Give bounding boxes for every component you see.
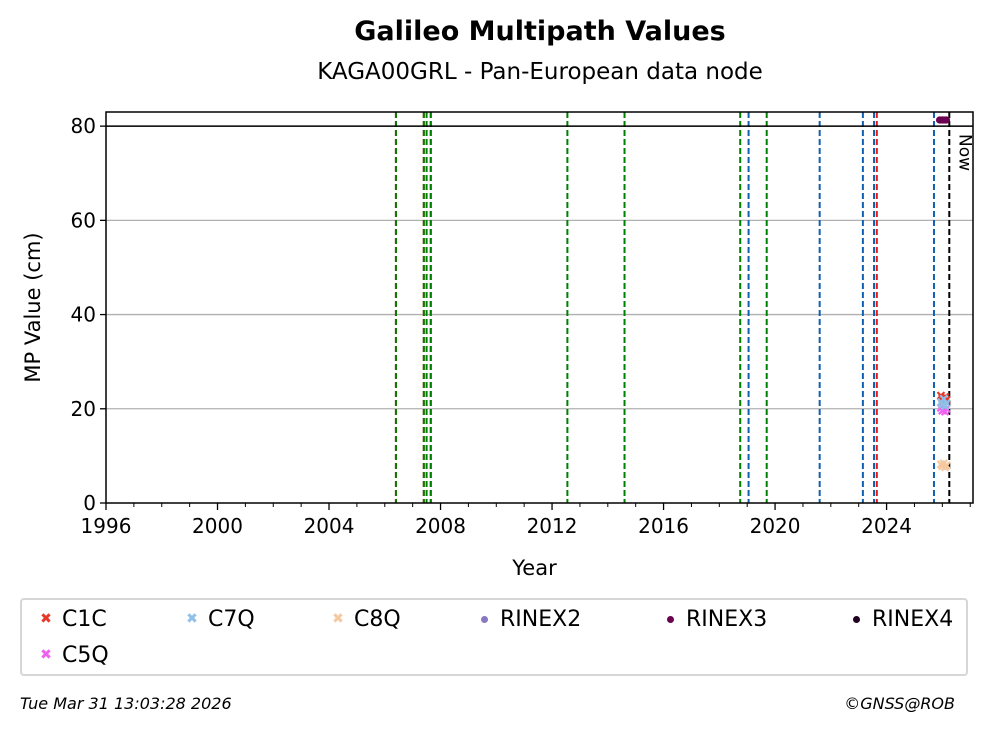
legend: ✖ C1C ✖ C7Q ✖ C8Q RINEX2 RINEX3 RINEX4 ✖…: [20, 598, 968, 676]
now-label: Now: [954, 134, 974, 171]
x-tick-label-2012: 2012: [527, 514, 578, 538]
plot-frame: [105, 111, 974, 504]
legend-label-rinex2: RINEX2: [500, 606, 582, 632]
legend-item-rinex4: RINEX4: [846, 604, 953, 634]
x-tick-label-2020: 2020: [750, 514, 801, 538]
legend-marker-c5q: ✖: [40, 647, 52, 663]
legend-item-c5q: ✖ C5Q: [36, 640, 109, 670]
legend-marker-rinex2: [474, 609, 494, 629]
point-c8q-4: [942, 461, 951, 470]
legend-label-c5q: C5Q: [62, 642, 109, 668]
legend-item-c8q: ✖ C8Q: [328, 604, 401, 634]
legend-marker-rinex3: [660, 609, 680, 629]
legend-marker-c7q: ✖: [186, 611, 198, 627]
legend-label-c1c: C1C: [62, 606, 107, 632]
chart-title: Galileo Multipath Values: [354, 16, 726, 47]
point-c7q-4: [942, 398, 951, 408]
legend-item-c7q: ✖ C7Q: [182, 604, 255, 634]
legend-item-rinex2: RINEX2: [474, 604, 581, 634]
x-tick-label-2008: 2008: [415, 514, 466, 538]
chart-subtitle: KAGA00GRL - Pan-European data node: [317, 59, 763, 85]
x-tick-label-2004: 2004: [304, 514, 355, 538]
legend-marker-c8q: ✖: [332, 611, 344, 627]
point-rinex3-5: [942, 116, 951, 124]
y-tick-label-40: 40: [71, 303, 96, 327]
x-tick-label-2016: 2016: [638, 514, 689, 538]
legend-label-rinex3: RINEX3: [686, 606, 768, 632]
x-tick-label-2000: 2000: [192, 514, 243, 538]
legend-label-c7q: C7Q: [208, 606, 255, 632]
legend-label-c8q: C8Q: [354, 606, 401, 632]
legend-label-rinex4: RINEX4: [872, 606, 954, 632]
footer-timestamp: Tue Mar 31 13:03:28 2026: [20, 694, 232, 713]
legend-marker-rinex4: [846, 609, 866, 629]
y-tick-label-80: 80: [71, 114, 96, 138]
x-tick-label-2024: 2024: [861, 514, 912, 538]
y-tick-label-0: 0: [83, 491, 96, 515]
footer-credit: ©GNSS@ROB: [844, 694, 955, 713]
x-axis-label: Year: [511, 556, 557, 580]
y-tick-label-60: 60: [71, 208, 96, 232]
y-axis-label: MP Value (cm): [21, 232, 45, 382]
x-tick-label-1996: 1996: [81, 514, 132, 538]
legend-item-rinex3: RINEX3: [660, 604, 767, 634]
y-tick-label-20: 20: [71, 397, 96, 421]
legend-marker-c1c: ✖: [40, 611, 52, 627]
legend-item-c1c: ✖ C1C: [36, 604, 107, 634]
